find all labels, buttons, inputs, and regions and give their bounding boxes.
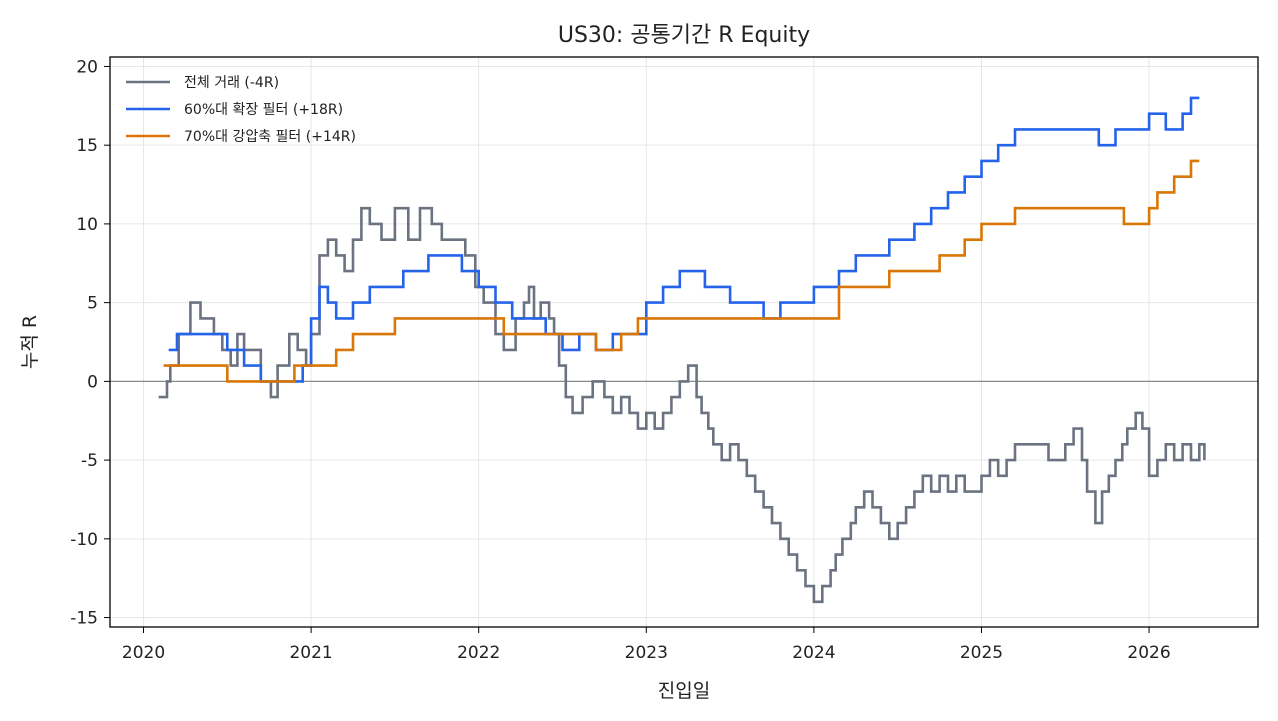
series-line-1 xyxy=(168,96,1200,383)
x-axis-title: 진입일 xyxy=(658,680,710,702)
legend-label-2: 70%대 강압축 필터 (+14R) xyxy=(184,129,356,145)
x-tick-label: 2024 xyxy=(792,643,835,663)
y-tick-label: 10 xyxy=(76,215,98,235)
x-tick-label: 2020 xyxy=(122,643,165,663)
y-tick-label: 5 xyxy=(87,294,98,314)
y-tick-label: -15 xyxy=(70,609,98,629)
series-line-2 xyxy=(163,159,1200,383)
series-line-0 xyxy=(158,206,1206,604)
x-tick-label: 2025 xyxy=(960,643,1003,663)
series-layer xyxy=(158,96,1206,604)
y-tick-label: 20 xyxy=(76,57,98,77)
y-tick-label: 15 xyxy=(76,136,98,156)
legend-label-0: 전체 거래 (-4R) xyxy=(184,75,279,91)
y-tick-label: 0 xyxy=(87,372,98,392)
legend: 전체 거래 (-4R) 60%대 확장 필터 (+18R) 70%대 강압축 필터 … xyxy=(126,75,356,145)
plot-frame xyxy=(109,56,1259,628)
y-tick-label: -10 xyxy=(70,530,98,550)
legend-label-1: 60%대 확장 필터 (+18R) xyxy=(184,102,343,118)
y-axis-title: 누적 R xyxy=(19,315,41,369)
x-tick-label: 2022 xyxy=(457,643,500,663)
x-tick-label: 2021 xyxy=(289,643,332,663)
x-tick-label: 2023 xyxy=(625,643,668,663)
x-tick-label: 2026 xyxy=(1127,643,1170,663)
tick-layer: 2020 2021 2022 2023 2024 2025 2026 -15 -10 -5 0 5 10… xyxy=(70,57,1170,663)
y-tick-label: -5 xyxy=(81,451,98,471)
chart-title: US30: 공통기간 R Equity xyxy=(558,23,810,48)
